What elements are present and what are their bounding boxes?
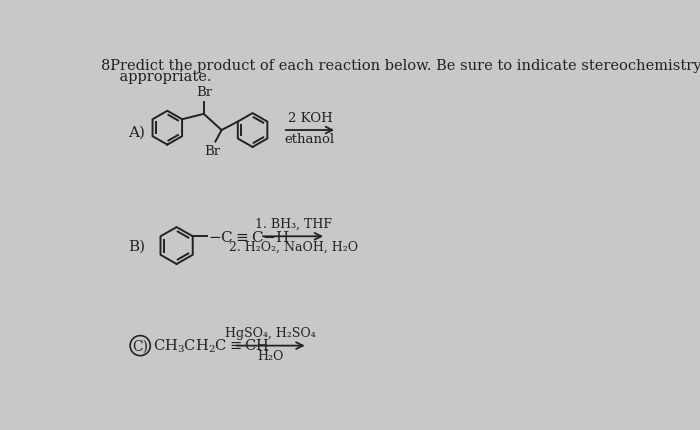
Text: A): A) bbox=[128, 125, 145, 139]
Text: C): C) bbox=[132, 339, 148, 353]
Text: 2. H₂O₂, NaOH, H₂O: 2. H₂O₂, NaOH, H₂O bbox=[228, 240, 358, 253]
Text: $-$C$\equiv$C$-$H: $-$C$\equiv$C$-$H bbox=[208, 229, 290, 244]
Text: 1. BH₃, THF: 1. BH₃, THF bbox=[255, 218, 332, 230]
Text: ethanol: ethanol bbox=[285, 133, 335, 146]
Text: Br: Br bbox=[197, 86, 213, 99]
Text: $\mathregular{CH_3CH_2C{\equiv}CH}$: $\mathregular{CH_3CH_2C{\equiv}CH}$ bbox=[153, 337, 269, 354]
Text: appropriate.: appropriate. bbox=[102, 70, 212, 84]
Text: Br: Br bbox=[204, 144, 220, 157]
Text: 8.: 8. bbox=[102, 59, 116, 73]
Text: B): B) bbox=[128, 239, 145, 253]
Text: HgSO₄, H₂SO₄: HgSO₄, H₂SO₄ bbox=[225, 327, 316, 340]
Text: H₂O: H₂O bbox=[258, 349, 284, 362]
Text: 2 KOH: 2 KOH bbox=[288, 112, 332, 125]
Text: Predict the product of each reaction below. Be sure to indicate stereochemistry : Predict the product of each reaction bel… bbox=[102, 59, 700, 73]
